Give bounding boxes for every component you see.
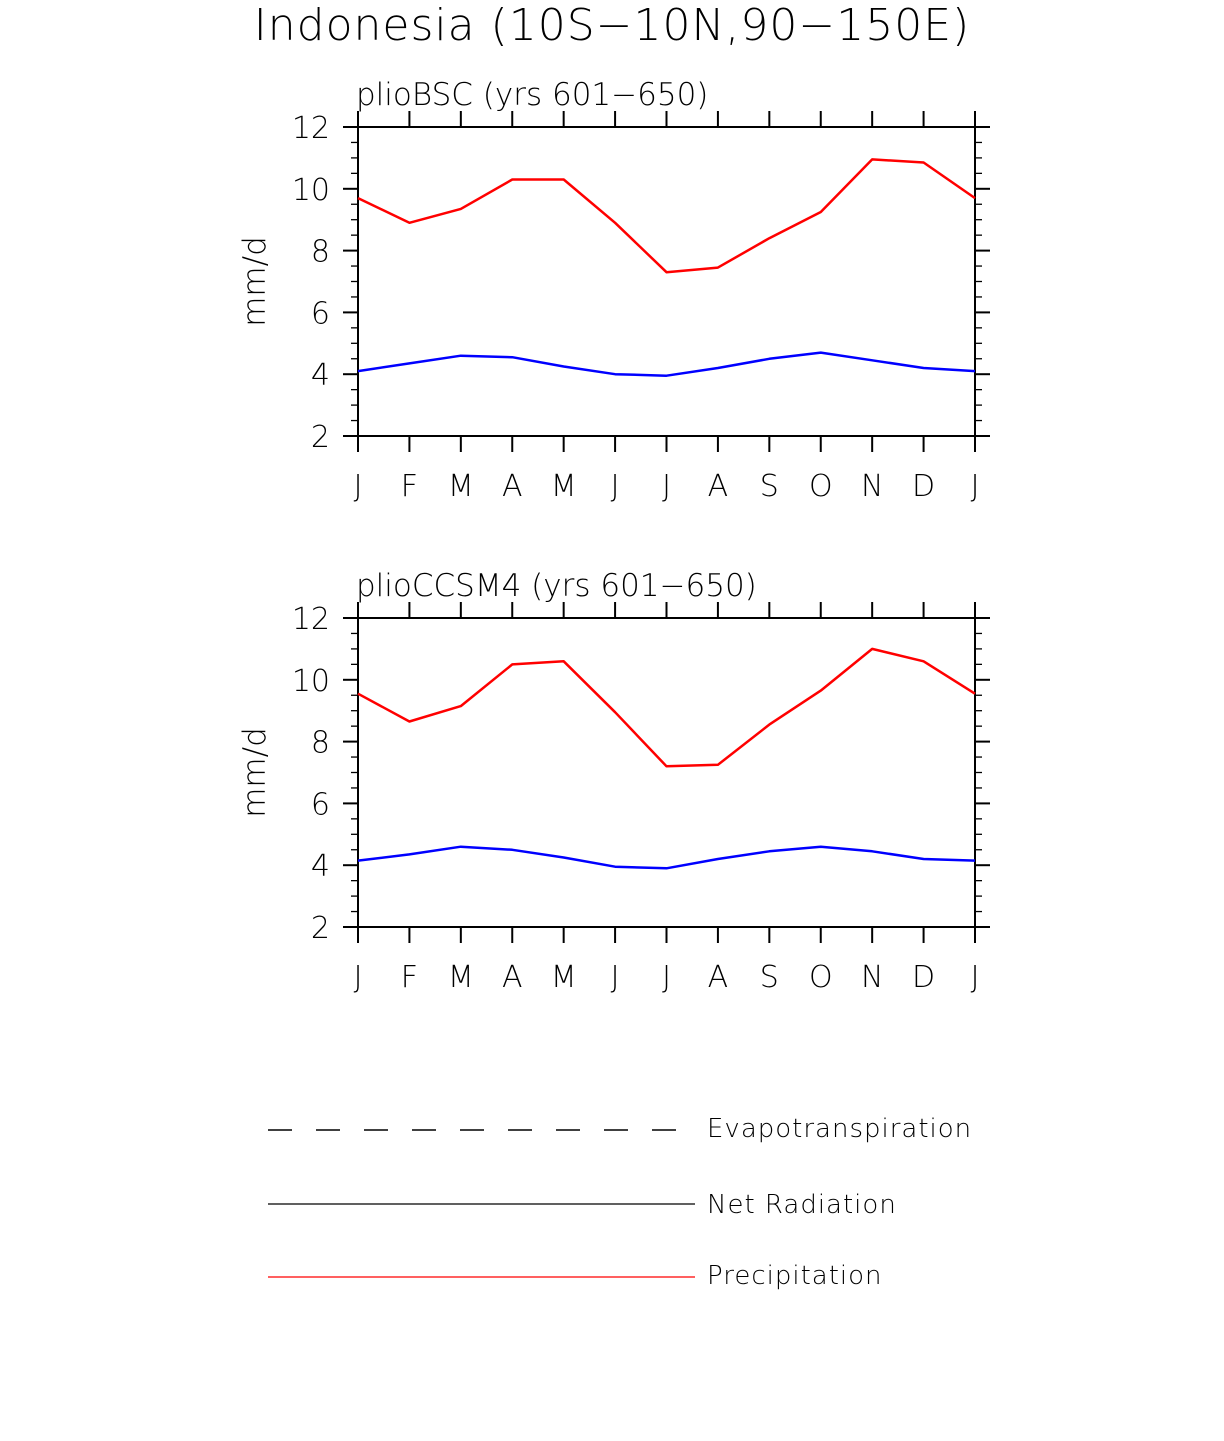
y-tick-label: 8 [311,235,330,270]
panel-title: plioBSC (yrs 601−650) [356,77,708,113]
legend-label-precipitation: Precipitation [707,1261,883,1291]
y-tick-label: 2 [311,911,330,946]
x-tick-label: S [760,960,779,995]
x-tick-label: N [861,960,883,995]
y-tick-label: 10 [292,664,330,699]
plot-frame [357,617,976,928]
x-tick-label: J [354,960,363,995]
y-tick-label: 4 [311,849,330,884]
y-tick-label: 8 [311,726,330,761]
x-tick-label: A [708,469,729,504]
x-tick-label: J [354,469,363,504]
x-tick-label: F [401,960,418,995]
x-tick-label: J [611,469,620,504]
y-tick-label: 6 [311,787,330,822]
x-tick-label: S [760,469,779,504]
y-tick-label: 12 [292,602,330,637]
y-tick-label: 6 [311,296,330,331]
x-tick-label: N [861,469,883,504]
x-tick-label: D [912,960,935,995]
x-tick-label: M [551,960,577,995]
plot-frame [357,126,976,437]
x-tick-label: J [971,960,980,995]
series-line-net-radiation [357,845,976,870]
y-axis-label: mm/d [237,236,273,327]
legend-label-net-radiation: Net Radiation [707,1190,897,1220]
x-tick-label: D [912,469,935,504]
y-tick-label: 4 [311,358,330,393]
y-axis-label: mm/d [237,727,273,818]
x-tick-label: M [448,469,474,504]
y-tick-label: 12 [292,111,330,146]
x-tick-label: J [971,469,980,504]
x-tick-label: A [708,960,729,995]
x-tick-label: J [662,469,671,504]
series-line-net-radiation [357,351,976,377]
x-tick-label: O [809,960,833,995]
panel-title: plioCCSM4 (yrs 601−650) [356,568,757,604]
figure-title: Indonesia (10S−10N,90−150E) [254,0,970,51]
x-tick-label: A [502,960,523,995]
y-tick-label: 10 [292,173,330,208]
x-tick-label: F [401,469,418,504]
x-tick-label: M [448,960,474,995]
x-tick-label: A [502,469,523,504]
legend-label-evapotranspiration: Evapotranspiration [707,1114,972,1144]
x-tick-label: J [662,960,671,995]
series-line-precipitation [357,647,976,768]
legend: Evapotranspiration Net Radiation Precipi… [268,1114,972,1291]
x-tick-label: J [611,960,620,995]
x-tick-label: M [551,469,577,504]
series-line-precipitation [357,158,976,274]
y-tick-label: 2 [311,420,330,455]
x-tick-label: O [809,469,833,504]
